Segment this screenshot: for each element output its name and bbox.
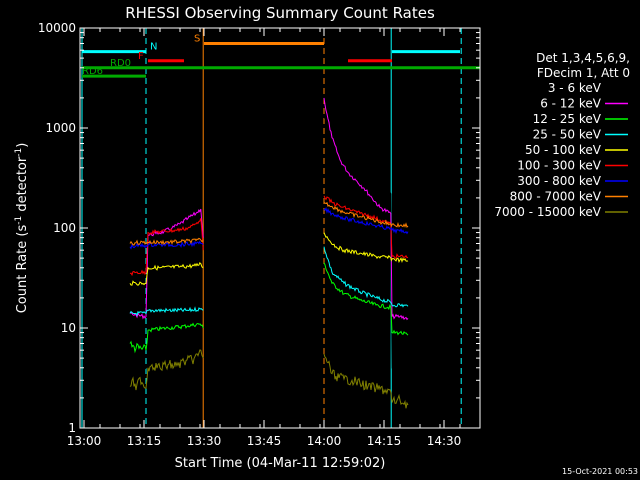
y-tick-label-0: 1 (68, 421, 76, 435)
legend-entry-label-8: 7000 - 15000 keV (494, 205, 601, 219)
x-axis-label: Start Time (04-Mar-11 12:59:02) (175, 456, 386, 471)
x-tick-label-2: 13:30 (187, 434, 222, 448)
series-line-5-segment-0 (129, 218, 204, 277)
legend-entry-label-3: 25 - 50 keV (533, 128, 602, 142)
legend-entry-label-6: 300 - 800 keV (517, 174, 601, 188)
series-line-1-segment-1 (323, 97, 409, 321)
flag-label-n: N (150, 42, 157, 53)
chart-title: RHESSI Observing Summary Count Rates (125, 4, 435, 22)
y-tick-label-1: 10 (61, 321, 76, 335)
timestamp: 15-Oct-2021 00:53 (562, 467, 638, 476)
series-line-2-segment-0 (129, 322, 204, 354)
flag-label-rd6: RD6 (82, 66, 103, 77)
series-line-7-segment-0 (129, 237, 204, 246)
flag-label-f: F (138, 51, 144, 62)
y-tick-label-2: 100 (53, 221, 76, 235)
legend-entry-label-2: 12 - 25 keV (533, 112, 602, 126)
series-line-4-segment-1 (323, 232, 409, 263)
series-line-5-segment-1 (323, 195, 409, 259)
series-line-1-segment-0 (129, 208, 204, 320)
x-tick-label-3: 13:45 (247, 434, 282, 448)
x-tick-label-5: 14:15 (367, 434, 402, 448)
x-tick-label-1: 13:15 (127, 434, 162, 448)
x-tick-label-4: 14:00 (307, 434, 342, 448)
legend-header-line-2: FDecim 1, Att 0 (537, 66, 630, 80)
y-tick-label-3: 1000 (45, 121, 76, 135)
x-tick-label-0: 13:00 (67, 434, 102, 448)
legend-entry-label-1: 6 - 12 keV (540, 97, 602, 111)
legend-entry-label-5: 100 - 300 keV (517, 159, 601, 173)
flag-label-s: S (194, 33, 200, 44)
legend-entry-label-4: 50 - 100 keV (525, 143, 602, 157)
series-line-8-segment-0 (129, 349, 204, 391)
x-tick-label-6: 14:30 (427, 434, 462, 448)
plot-area: N S F RD0 RD6 13:00 13:15 13:30 13:45 14:00 14:15 1… (38, 21, 481, 448)
series-line-0-segment-0 (129, 360, 147, 372)
legend: Det 1,3,4,5,6,9, FDecim 1, Att 0 3 - 6 k… (494, 51, 630, 219)
series-line-8-segment-1 (323, 353, 409, 409)
legend-entry-label-7: 800 - 7000 keV (510, 190, 602, 204)
series-line-2-segment-1 (323, 262, 409, 336)
series-line-4-segment-0 (129, 261, 204, 286)
series-line-3-segment-1 (323, 246, 409, 308)
y-tick-label-4: 10000 (38, 21, 76, 35)
series-line-3-segment-0 (129, 306, 204, 317)
flag-label-rd0: RD0 (110, 58, 131, 69)
legend-header-line-1: Det 1,3,4,5,6,9, (536, 51, 630, 65)
series-line-0-segment-1 (323, 116, 409, 374)
series-line-6-segment-1 (323, 206, 409, 235)
series-line-7-segment-1 (323, 201, 409, 228)
y-axis-label: Count Rate (s-1 detector-1) (14, 143, 30, 314)
legend-entry-label-0: 3 - 6 keV (548, 81, 602, 95)
